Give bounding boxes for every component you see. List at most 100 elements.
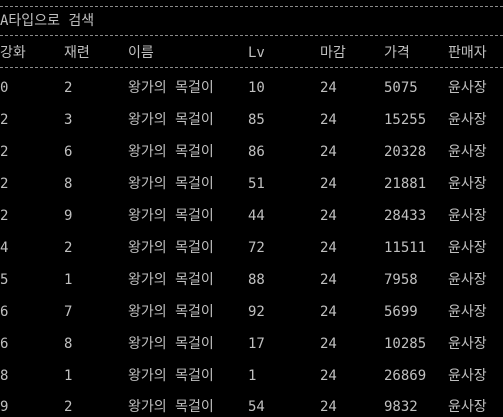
- cell-deadline: 24: [320, 240, 337, 256]
- cell-level: 85: [248, 112, 265, 128]
- cell-seller: 윤사장: [448, 176, 487, 192]
- cell-level: 10: [248, 80, 265, 96]
- cell-refine: 6: [64, 144, 73, 160]
- cell-refine: 1: [64, 272, 73, 288]
- cell-level: 44: [248, 208, 265, 224]
- cell-level: 86: [248, 144, 265, 160]
- cell-seller: 윤사장: [448, 112, 487, 128]
- cell-seller: 윤사장: [448, 399, 487, 415]
- cell-seller: 윤사장: [448, 240, 487, 256]
- cell-refine: 2: [64, 80, 73, 96]
- cell-refine: 1: [64, 368, 73, 384]
- table-row: 5 1 왕가의 목걸이 88 24 7958 윤사장: [0, 270, 503, 290]
- header-seller: 판매자: [448, 45, 487, 61]
- cell-name: 왕가의 목걸이: [128, 304, 214, 320]
- cell-level: 1: [248, 368, 257, 384]
- cell-enhance: 2: [0, 144, 9, 160]
- cell-deadline: 24: [320, 208, 337, 224]
- table-row: 2 3 왕가의 목걸이 85 24 15255 윤사장: [0, 110, 503, 130]
- table-row: 2 8 왕가의 목걸이 51 24 21881 윤사장: [0, 174, 503, 194]
- cell-refine: 7: [64, 304, 73, 320]
- cell-price: 20328: [384, 144, 427, 160]
- cell-price: 9832: [384, 399, 418, 415]
- cell-refine: 8: [64, 336, 73, 352]
- cell-deadline: 24: [320, 80, 337, 96]
- cell-seller: 윤사장: [448, 336, 487, 352]
- cell-refine: 3: [64, 112, 73, 128]
- cell-name: 왕가의 목걸이: [128, 272, 214, 288]
- cell-price: 21881: [384, 176, 427, 192]
- cell-name: 왕가의 목걸이: [128, 208, 214, 224]
- cell-price: 5075: [384, 80, 418, 96]
- divider-header: [0, 67, 503, 68]
- divider-title: [0, 35, 503, 36]
- cell-refine: 9: [64, 208, 73, 224]
- table-row: 6 7 왕가의 목걸이 92 24 5699 윤사장: [0, 302, 503, 322]
- divider-top: [0, 6, 503, 7]
- cell-level: 51: [248, 176, 265, 192]
- header-price: 가격: [384, 45, 410, 61]
- cell-enhance: 5: [0, 272, 9, 288]
- cell-name: 왕가의 목걸이: [128, 336, 214, 352]
- cell-seller: 윤사장: [448, 144, 487, 160]
- table-row: 2 9 왕가의 목걸이 44 24 28433 윤사장: [0, 206, 503, 226]
- table-row: 6 8 왕가의 목걸이 17 24 10285 윤사장: [0, 334, 503, 354]
- cell-name: 왕가의 목걸이: [128, 176, 214, 192]
- cell-enhance: 4: [0, 240, 9, 256]
- cell-seller: 윤사장: [448, 208, 487, 224]
- cell-deadline: 24: [320, 399, 337, 415]
- cell-level: 72: [248, 240, 265, 256]
- cell-level: 17: [248, 336, 265, 352]
- cell-deadline: 24: [320, 368, 337, 384]
- cell-enhance: 9: [0, 399, 9, 415]
- cell-enhance: 2: [0, 176, 9, 192]
- cell-name: 왕가의 목걸이: [128, 80, 214, 96]
- cell-seller: 윤사장: [448, 272, 487, 288]
- table-row: 0 2 왕가의 목걸이 10 24 5075 윤사장: [0, 78, 503, 98]
- cell-enhance: 8: [0, 368, 9, 384]
- table-row: 9 2 왕가의 목걸이 54 24 9832 윤사장: [0, 397, 503, 417]
- cell-enhance: 2: [0, 208, 9, 224]
- cell-price: 7958: [384, 272, 418, 288]
- cell-level: 92: [248, 304, 265, 320]
- header-refine: 재련: [64, 45, 90, 61]
- cell-level: 88: [248, 272, 265, 288]
- cell-seller: 윤사장: [448, 304, 487, 320]
- cell-price: 5699: [384, 304, 418, 320]
- cell-refine: 2: [64, 240, 73, 256]
- cell-deadline: 24: [320, 112, 337, 128]
- cell-seller: 윤사장: [448, 80, 487, 96]
- cell-name: 왕가의 목걸이: [128, 112, 214, 128]
- cell-name: 왕가의 목걸이: [128, 240, 214, 256]
- cell-name: 왕가의 목걸이: [128, 144, 214, 160]
- cell-price: 28433: [384, 208, 427, 224]
- cell-deadline: 24: [320, 304, 337, 320]
- table-row: 8 1 왕가의 목걸이 1 24 26869 윤사장: [0, 366, 503, 386]
- cell-deadline: 24: [320, 144, 337, 160]
- header-level: Lv: [248, 45, 265, 61]
- cell-enhance: 6: [0, 304, 9, 320]
- search-title: A타입으로 검색: [0, 13, 95, 29]
- cell-deadline: 24: [320, 176, 337, 192]
- cell-price: 15255: [384, 112, 427, 128]
- header-deadline: 마감: [320, 45, 346, 61]
- cell-level: 54: [248, 399, 265, 415]
- cell-enhance: 0: [0, 80, 9, 96]
- cell-name: 왕가의 목걸이: [128, 399, 214, 415]
- cell-deadline: 24: [320, 336, 337, 352]
- cell-name: 왕가의 목걸이: [128, 368, 214, 384]
- table-row: 4 2 왕가의 목걸이 72 24 11511 윤사장: [0, 238, 503, 258]
- cell-refine: 2: [64, 399, 73, 415]
- header-enhance: 강화: [0, 45, 26, 61]
- cell-price: 11511: [384, 240, 427, 256]
- table-header: 강화 재련 이름 Lv 마감 가격 판매자: [0, 43, 503, 63]
- header-name: 이름: [128, 45, 154, 61]
- cell-deadline: 24: [320, 272, 337, 288]
- table-row: 2 6 왕가의 목걸이 86 24 20328 윤사장: [0, 142, 503, 162]
- cell-price: 10285: [384, 336, 427, 352]
- cell-seller: 윤사장: [448, 368, 487, 384]
- cell-enhance: 6: [0, 336, 9, 352]
- cell-refine: 8: [64, 176, 73, 192]
- cell-enhance: 2: [0, 112, 9, 128]
